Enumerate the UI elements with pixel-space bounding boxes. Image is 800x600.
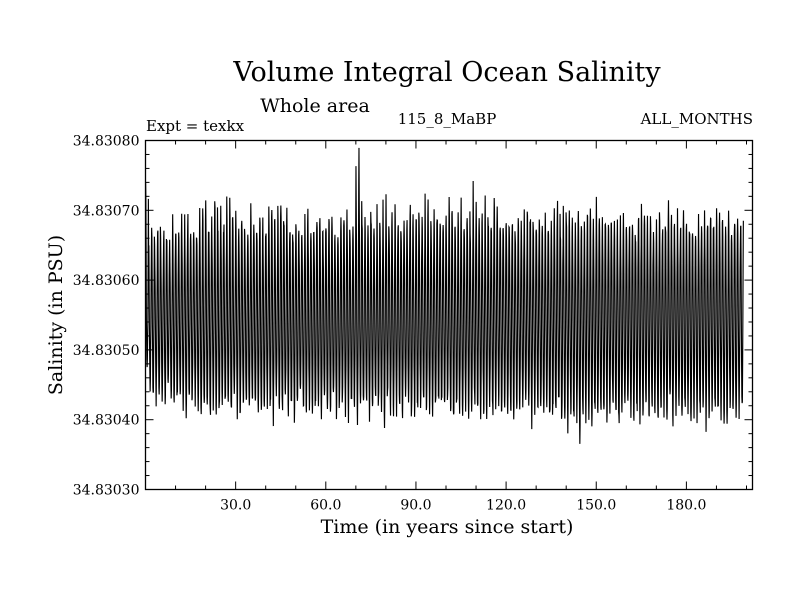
y-tick-label: 34.83040 bbox=[73, 413, 140, 429]
x-tick-label: 60.0 bbox=[310, 498, 341, 514]
y-axis-label: Salinity (in PSU) bbox=[45, 235, 67, 395]
x-axis-label: Time (in years since start) bbox=[321, 516, 574, 538]
chart-title: Volume Integral Ocean Salinity bbox=[232, 57, 661, 88]
series-line-salinity bbox=[145, 147, 744, 444]
y-tick-label: 34.83080 bbox=[73, 134, 140, 150]
plot-frame bbox=[144, 139, 754, 491]
period-label: 115_8_MaBP bbox=[398, 110, 497, 128]
x-tick-label: 180.0 bbox=[666, 498, 706, 514]
y-tick-label: 34.83050 bbox=[73, 343, 140, 359]
x-tick-label: 120.0 bbox=[486, 498, 526, 514]
x-tick-label: 30.0 bbox=[220, 498, 251, 514]
tick-labels-group: 34.83030 34.83040 34.83050 34.83060 34.83070… bbox=[73, 134, 707, 514]
y-tick-label: 34.83070 bbox=[73, 203, 140, 219]
series-group bbox=[145, 147, 744, 444]
chart-subtitle: Whole area bbox=[260, 95, 370, 117]
x-tick-label: 150.0 bbox=[576, 498, 616, 514]
x-tick-label: 90.0 bbox=[400, 498, 431, 514]
y-tick-label: 34.83030 bbox=[73, 483, 140, 499]
y-tick-label: 34.83060 bbox=[73, 273, 140, 289]
months-label: ALL_MONTHS bbox=[640, 110, 753, 128]
experiment-label: Expt = texkx bbox=[146, 117, 245, 135]
